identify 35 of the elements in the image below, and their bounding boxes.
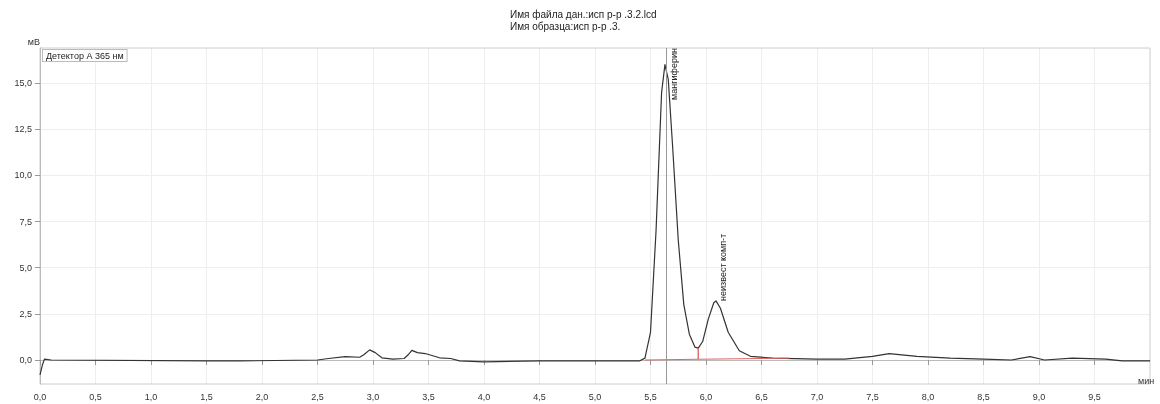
x-tick-label: 5,0: [588, 391, 602, 402]
x-tick-label: 2,5: [311, 391, 324, 402]
y-tick-label: 5,0: [19, 262, 32, 273]
x-axis-title: мин: [1138, 375, 1155, 386]
x-tick-label: 8,0: [921, 391, 935, 402]
x-tick-label: 6,0: [699, 391, 713, 402]
chart-subtitle: Имя образца:исп р-р .3.: [510, 20, 621, 32]
x-tick-label: 3,5: [422, 391, 435, 402]
x-tick-label: 6,5: [755, 391, 768, 402]
annotation: мангиферин: [668, 48, 679, 100]
y-tick-label: 7,5: [19, 216, 32, 227]
y-tick-label: 12,5: [14, 124, 32, 135]
y-tick-label: 2,5: [19, 308, 32, 319]
x-tick-label: 1,0: [144, 391, 158, 402]
line-series: [644, 347, 790, 361]
x-tick-label: 7,5: [866, 391, 879, 402]
x-tick-label: 1,5: [200, 391, 213, 402]
x-tick-label: 2,0: [255, 391, 269, 402]
x-tick-label: 8,5: [977, 391, 990, 402]
chart-title: Имя файла дан.:исп р-р .3.2.lcd: [510, 8, 657, 20]
x-tick-label: 7,0: [810, 391, 824, 402]
x-tick-label: 9,5: [1088, 391, 1101, 402]
x-tick-label: 0,0: [33, 391, 47, 402]
x-tick-label: 5,5: [644, 391, 657, 402]
annotation: неизвест комп-т: [718, 233, 729, 301]
y-tick-label: 0,0: [19, 355, 32, 365]
y-tick-label: 15,0: [14, 78, 32, 89]
x-tick-label: 9,0: [1032, 391, 1046, 402]
annotation: Детектор А 365 нм: [46, 50, 124, 61]
y-tick-label: 10,0: [14, 170, 32, 181]
y-axis-title: мВ: [27, 36, 40, 47]
x-tick-label: 4,0: [477, 391, 491, 402]
x-tick-label: 3,0: [366, 391, 380, 402]
x-tick-label: 0,5: [89, 391, 102, 402]
x-tick-label: 4,5: [533, 391, 546, 402]
